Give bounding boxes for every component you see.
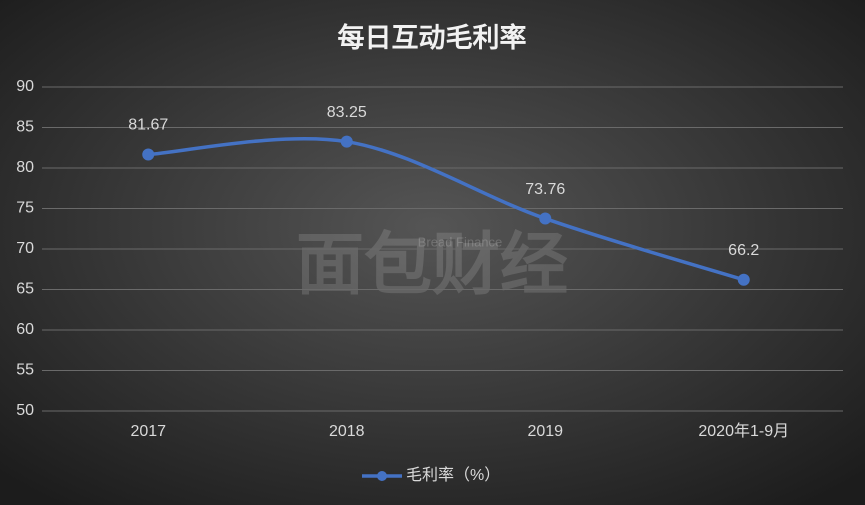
y-tick-label: 90 <box>16 78 34 95</box>
y-tick-label: 70 <box>16 240 34 257</box>
marker <box>340 135 353 148</box>
watermark-text: Bread Finance <box>418 234 503 249</box>
y-tick-label: 80 <box>16 159 34 176</box>
x-tick-label: 2019 <box>527 423 563 440</box>
marker <box>539 212 552 225</box>
marker <box>142 148 155 161</box>
y-tick-label: 55 <box>16 362 34 379</box>
data-label: 73.76 <box>525 181 565 198</box>
line <box>148 136 745 282</box>
legend-label: 毛利率（%） <box>406 466 500 484</box>
x-tick-label: 2020年1-9月 <box>698 422 789 440</box>
marker <box>737 273 750 286</box>
y-tick-label: 75 <box>16 200 34 217</box>
watermark-logo: 面包财经 <box>296 227 568 303</box>
y-tick-label: 65 <box>16 281 34 298</box>
x-tick-label: 2018 <box>329 423 365 440</box>
chart-title: 每日互动毛利率 <box>338 22 527 53</box>
data-label: 66.2 <box>728 242 759 259</box>
y-tick-label: 50 <box>16 402 34 419</box>
y-tick-label: 60 <box>16 321 34 338</box>
legend-marker <box>377 471 387 481</box>
y-tick-label: 85 <box>16 119 34 136</box>
x-tick-label: 2017 <box>130 423 166 440</box>
data-label: 83.25 <box>327 104 367 121</box>
data-label: 81.67 <box>128 117 168 134</box>
